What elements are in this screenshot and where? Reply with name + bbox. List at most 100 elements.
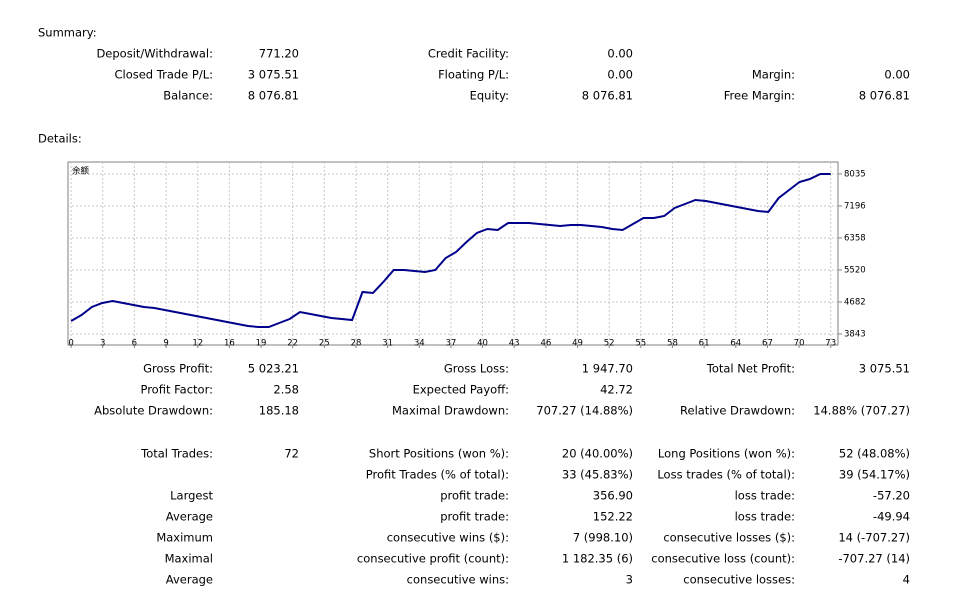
value: 33 (45.83%) — [562, 468, 633, 482]
x-tick-label: 58 — [667, 339, 678, 349]
value: -707.27 (14) — [838, 552, 910, 566]
value: 14.88% (707.27) — [813, 404, 910, 418]
label: loss trade: — [735, 510, 795, 524]
x-tick-label: 64 — [730, 339, 741, 349]
value: 3 — [626, 573, 633, 587]
x-tick-label: 12 — [192, 339, 203, 349]
value: 72 — [284, 447, 299, 461]
value: 42.72 — [600, 383, 633, 397]
x-tick-label: 34 — [414, 339, 425, 349]
x-tick-label: 22 — [287, 339, 298, 349]
label: Profit Factor: — [140, 383, 213, 397]
x-tick-label: 0 — [68, 339, 73, 349]
label: Total Trades: — [140, 447, 213, 461]
x-tick-label: 37 — [446, 339, 457, 349]
label: consecutive wins ($): — [387, 531, 509, 545]
value: 3 075.51 — [859, 362, 910, 376]
label: Maximal Drawdown: — [392, 404, 509, 418]
y-tick-label: 3843 — [844, 330, 866, 340]
value: 8 076.81 — [248, 89, 299, 103]
label: Absolute Drawdown: — [94, 404, 213, 418]
value: 185.18 — [259, 404, 299, 418]
x-tick-label: 61 — [699, 339, 710, 349]
label: Equity: — [470, 89, 509, 103]
value: 1 947.70 — [582, 362, 633, 376]
label: Average — [166, 573, 213, 587]
x-tick-label: 25 — [319, 339, 330, 349]
label: consecutive wins: — [407, 573, 509, 587]
label: consecutive losses: — [683, 573, 795, 587]
balance-line — [70, 173, 831, 328]
x-tick-label: 43 — [509, 339, 520, 349]
label: loss trade: — [735, 489, 795, 503]
label: Expected Payoff: — [413, 383, 509, 397]
x-tick-label: 3 — [100, 339, 105, 349]
value: 39 (54.17%) — [839, 468, 910, 482]
x-tick-label: 9 — [163, 339, 168, 349]
value: 2.58 — [273, 383, 299, 397]
label: Gross Profit: — [143, 362, 213, 376]
label: profit trade: — [440, 489, 509, 503]
label: Maximal — [165, 552, 213, 566]
x-tick-label: 6 — [132, 339, 137, 349]
x-tick-label: 16 — [224, 339, 235, 349]
label: Gross Loss: — [444, 362, 509, 376]
value: 0.00 — [884, 68, 910, 82]
value: 707.27 (14.88%) — [536, 404, 633, 418]
label: Loss trades (% of total): — [657, 468, 795, 482]
value: 5 023.21 — [248, 362, 299, 376]
value: 3 075.51 — [248, 68, 299, 82]
y-tick-label: 4682 — [844, 297, 866, 307]
value: 152.22 — [593, 510, 633, 524]
label: Deposit/Withdrawal: — [96, 47, 213, 61]
x-tick-label: 40 — [477, 339, 488, 349]
value: 4 — [903, 573, 910, 587]
summary-title: Summary: — [38, 26, 97, 40]
value: 14 (-707.27) — [838, 531, 910, 545]
label: consecutive loss (count): — [651, 552, 795, 566]
value: 1 182.35 (6) — [562, 552, 633, 566]
label: Floating P/L: — [438, 68, 509, 82]
value: 20 (40.00%) — [562, 447, 633, 461]
value: 8 076.81 — [859, 89, 910, 103]
label: Largest — [170, 489, 213, 503]
label: Margin: — [752, 68, 795, 82]
label: Balance: — [163, 89, 213, 103]
value: 7 (998.10) — [573, 531, 633, 545]
value: 52 (48.08%) — [839, 447, 910, 461]
label: Short Positions (won %): — [369, 447, 509, 461]
y-tick-label: 6358 — [844, 234, 866, 244]
x-tick-label: 46 — [541, 339, 552, 349]
x-tick-label: 28 — [351, 339, 362, 349]
label: Closed Trade P/L: — [114, 68, 213, 82]
label: Total Net Profit: — [706, 362, 795, 376]
value: 356.90 — [593, 489, 633, 503]
x-tick-label: 19 — [256, 339, 267, 349]
label: Credit Facility: — [428, 47, 509, 61]
x-tick-label: 31 — [382, 339, 393, 349]
value: 771.20 — [259, 47, 299, 61]
x-tick-label: 70 — [794, 339, 805, 349]
value: 8 076.81 — [582, 89, 633, 103]
x-tick-label: 67 — [762, 339, 773, 349]
value: -49.94 — [873, 510, 910, 524]
y-tick-label: 5520 — [844, 265, 866, 275]
x-tick-label: 55 — [635, 339, 646, 349]
y-tick-label: 8035 — [844, 169, 866, 179]
label: profit trade: — [440, 510, 509, 524]
series-label: 余额 — [72, 166, 90, 177]
value: 0.00 — [607, 68, 633, 82]
label: Relative Drawdown: — [680, 404, 795, 418]
label: Profit Trades (% of total): — [366, 468, 509, 482]
label: consecutive profit (count): — [357, 552, 509, 566]
x-tick-label: 52 — [604, 339, 615, 349]
y-tick-label: 7196 — [844, 202, 866, 212]
label: Free Margin: — [724, 89, 795, 103]
value: 0.00 — [607, 47, 633, 61]
label: Average — [166, 510, 213, 524]
x-tick-label: 73 — [825, 339, 836, 349]
label: Maximum — [156, 531, 213, 545]
label: consecutive losses ($): — [663, 531, 795, 545]
